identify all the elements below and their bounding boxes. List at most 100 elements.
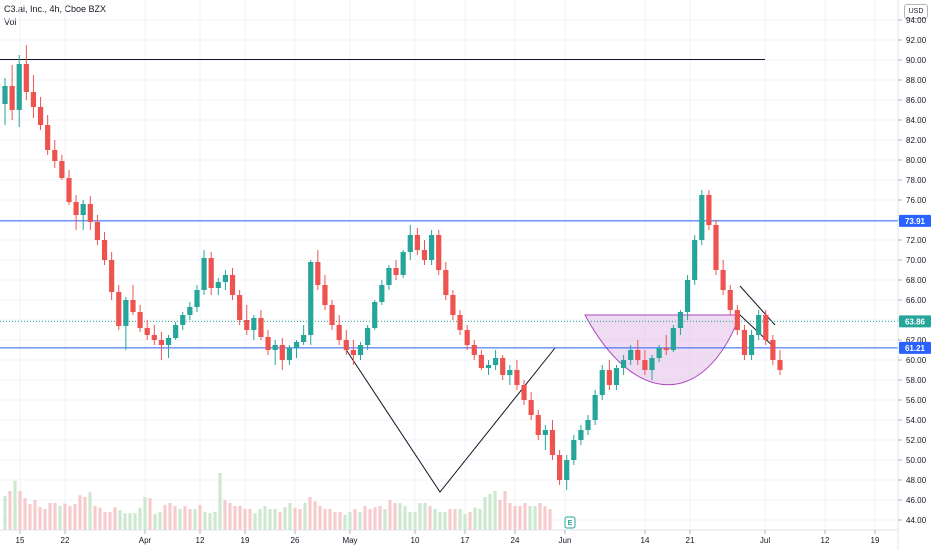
price-tick-label: 50.00	[906, 456, 927, 465]
price-tick-label: 94.00	[906, 16, 927, 25]
volume-bar	[253, 513, 257, 530]
candle-body	[763, 315, 769, 340]
candle-body	[286, 348, 293, 360]
price-tick-label: 48.00	[906, 476, 927, 485]
time-axis[interactable]: 15 22 Apr 12 19 26 May 10 17 24 Jun 14 21 Jul 12 19	[0, 529, 898, 545]
candle-body	[215, 282, 221, 288]
candle-body	[101, 240, 108, 260]
volume-bar	[388, 500, 392, 530]
candle-body	[23, 64, 29, 92]
candle-body	[400, 252, 406, 275]
candle-body	[677, 312, 684, 328]
price-axis[interactable]: 44.00 46.00 48.00 50.00 52.00 54.00 56.00 58.00…	[897, 0, 927, 550]
candle-body	[322, 285, 328, 305]
candle-body	[635, 350, 641, 360]
earnings-marker[interactable]: E	[564, 516, 576, 529]
volume-bar	[538, 503, 542, 530]
volume-bar	[138, 507, 142, 530]
price-tag-box	[899, 341, 931, 354]
candle-body	[315, 262, 321, 285]
candle-body	[137, 312, 143, 328]
volume-bar	[413, 512, 417, 530]
candle-body	[741, 330, 748, 355]
candle-body	[578, 430, 584, 440]
price-tick-label: 62.00	[906, 336, 927, 345]
volume-bar	[18, 491, 22, 530]
candle-body	[528, 400, 534, 415]
volume-bar	[8, 491, 12, 530]
candle-body	[151, 335, 157, 340]
volume-bar	[358, 512, 362, 530]
candle-body	[713, 225, 719, 270]
price-tick-label: 52.00	[906, 436, 927, 445]
volume-bar	[338, 512, 342, 530]
volume-bar	[393, 503, 397, 530]
v-pattern-line	[344, 347, 556, 493]
price-tick-label: 78.00	[906, 176, 927, 185]
volume-bar	[173, 506, 177, 530]
volume-bar	[188, 509, 192, 530]
time-tick-label: May	[342, 536, 357, 545]
candle-body	[308, 262, 314, 335]
candle-body	[52, 150, 58, 161]
volume-bar	[93, 506, 97, 530]
volume-bar	[308, 497, 312, 530]
candle-body	[549, 430, 556, 455]
volume-bar	[383, 509, 387, 530]
price-tags: 73.91 63.86 61.21	[899, 214, 931, 354]
volume-bar	[23, 498, 27, 530]
candle-body	[670, 328, 676, 350]
candle-body	[692, 240, 698, 280]
candle-body	[464, 330, 470, 345]
volume-bar	[163, 504, 167, 530]
candle-body	[372, 302, 378, 328]
candle-body	[585, 420, 591, 430]
volume-bar	[493, 491, 497, 530]
currency-button[interactable]: USD	[904, 4, 928, 19]
volume-bar	[48, 503, 52, 530]
time-tick-label: 24	[511, 536, 520, 545]
candle-body	[73, 202, 79, 215]
volume-bar	[433, 509, 437, 530]
volume-bar	[248, 509, 252, 530]
volume-bar	[508, 503, 512, 530]
candle-body	[478, 355, 484, 368]
volume-bar	[428, 506, 432, 530]
volume-bar	[133, 513, 137, 530]
candle-body	[158, 340, 165, 345]
price-tick-label: 72.00	[906, 236, 927, 245]
candle-body	[2, 86, 8, 104]
volume-bar	[408, 512, 412, 530]
candle-body	[109, 260, 115, 292]
price-tick-label: 80.00	[906, 156, 927, 165]
candle-body	[727, 290, 733, 310]
candle-body	[180, 315, 186, 325]
volume-bar	[193, 509, 197, 530]
candle-body	[94, 222, 101, 240]
volume-bar	[233, 506, 237, 530]
candle-body	[620, 360, 627, 368]
earnings-marker-box[interactable]	[564, 516, 576, 529]
time-tick-label: 21	[686, 536, 695, 545]
price-tick-label: 88.00	[906, 76, 927, 85]
price-tick-label: 90.00	[906, 56, 927, 65]
time-tick-label: Apr	[139, 536, 152, 545]
time-tick-label: 15	[16, 536, 25, 545]
price-tick-label: 58.00	[906, 376, 927, 385]
time-tick-label: 14	[641, 536, 650, 545]
time-tick-label: 12	[821, 536, 830, 545]
price-tick-label: 86.00	[906, 96, 927, 105]
volume-bars	[3, 473, 552, 530]
volume-bar	[73, 504, 77, 530]
volume-bar	[243, 509, 247, 530]
candle-body	[535, 415, 541, 435]
candle-body	[208, 258, 214, 288]
candle-body	[492, 358, 499, 365]
candle-body	[244, 320, 250, 330]
volume-bar	[303, 503, 307, 530]
candle-body	[59, 161, 65, 178]
candle-body	[457, 315, 463, 330]
candle-body	[293, 342, 300, 348]
volume-bar	[3, 495, 7, 530]
